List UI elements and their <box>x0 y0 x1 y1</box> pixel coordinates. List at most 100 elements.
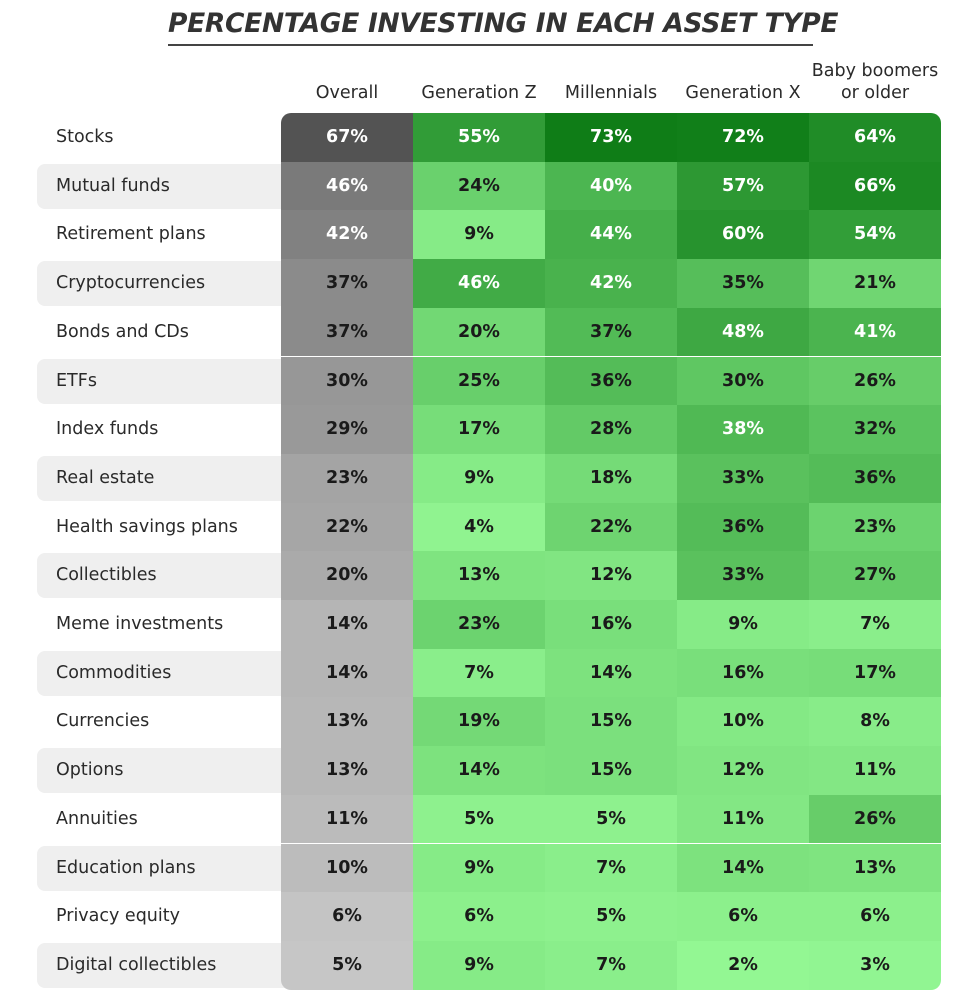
heatmap-cell: 6% <box>809 892 941 941</box>
heatmap-cell: 24% <box>413 161 545 211</box>
heatmap-cell: 5% <box>281 940 413 990</box>
heatmap-cell: 11% <box>281 794 413 844</box>
row-label-digital-collectibles: Digital collectibles <box>56 954 217 975</box>
heatmap-cell: 41% <box>809 307 941 357</box>
heatmap-cell: 12% <box>545 551 677 600</box>
column-header-generation-z: Generation Z <box>421 83 537 103</box>
heatmap-cell: 48% <box>677 307 809 357</box>
heatmap-cell: 13% <box>809 843 941 893</box>
row-label-collectibles: Collectibles <box>56 565 157 586</box>
row-label-privacy-equity: Privacy equity <box>56 906 180 927</box>
heatmap-cell: 18% <box>545 453 677 503</box>
heatmap-cell: 72% <box>677 113 809 162</box>
heatmap-cell: 20% <box>281 551 413 600</box>
heatmap-cell: 9% <box>677 600 809 649</box>
heatmap-cell: 7% <box>545 843 677 893</box>
heatmap-cell: 30% <box>281 356 413 406</box>
heatmap-cell: 28% <box>545 405 677 454</box>
heatmap-cell: 36% <box>677 502 809 552</box>
heatmap-cell: 16% <box>677 648 809 698</box>
row-label-cryptocurrencies: Cryptocurrencies <box>56 273 206 294</box>
heatmap-cell: 13% <box>281 697 413 747</box>
heatmap-cell: 10% <box>677 697 809 747</box>
heatmap-cell: 14% <box>545 648 677 698</box>
heatmap-cell: 25% <box>413 356 545 406</box>
heatmap-cell: 14% <box>413 746 545 795</box>
chart-title-container: PERCENTAGE INVESTING IN EACH ASSET TYPE <box>168 4 839 46</box>
heatmap-cell: 7% <box>413 648 545 698</box>
heatmap-cell: 6% <box>677 892 809 941</box>
heatmap-cell: 14% <box>677 843 809 893</box>
heatmap-cell: 15% <box>545 746 677 795</box>
row-label-mutual-funds: Mutual funds <box>56 175 170 196</box>
heatmap-cell: 19% <box>413 697 545 747</box>
heatmap-cell: 33% <box>677 551 809 600</box>
heatmap-cell: 23% <box>281 453 413 503</box>
heatmap-cell: 20% <box>413 307 545 357</box>
heatmap-cell: 38% <box>677 405 809 454</box>
heatmap-cell: 11% <box>677 794 809 844</box>
heatmap-cell: 4% <box>413 502 545 552</box>
heatmap-cell: 29% <box>281 405 413 454</box>
column-header-millennials: Millennials <box>564 83 658 103</box>
heatmap-cell: 22% <box>281 502 413 552</box>
heatmap-cell: 46% <box>413 259 545 308</box>
heatmap-cell: 9% <box>413 453 545 503</box>
column-header-overall: Overall <box>315 83 379 103</box>
heatmap-cell: 5% <box>545 892 677 941</box>
heatmap-cell: 23% <box>413 600 545 649</box>
heatmap-cell: 13% <box>413 551 545 600</box>
row-stripe <box>37 942 307 988</box>
row-label-currencies: Currencies <box>56 711 150 732</box>
row-label-annuities: Annuities <box>56 808 138 829</box>
heatmap-cell: 15% <box>545 697 677 747</box>
heatmap-cell: 33% <box>677 453 809 503</box>
heatmap-cell: 14% <box>281 648 413 698</box>
heatmap-cell: 7% <box>545 940 677 990</box>
heatmap-cell: 12% <box>677 746 809 795</box>
heatmap-cell: 67% <box>281 113 413 162</box>
heatmap-cell: 6% <box>281 892 413 941</box>
row-stripe <box>37 163 307 209</box>
row-stripe <box>37 261 307 307</box>
heatmap-cell: 37% <box>545 307 677 357</box>
heatmap-cell: 37% <box>281 259 413 308</box>
row-label-health-savings-plans: Health savings plans <box>56 516 238 537</box>
row-stripe <box>37 553 307 599</box>
heatmap-cell: 64% <box>809 113 941 162</box>
row-label-education-plans: Education plans <box>56 857 196 878</box>
row-stripe <box>37 845 307 891</box>
heatmap-cell: 22% <box>545 502 677 552</box>
heatmap-cell: 36% <box>545 356 677 406</box>
row-label-commodities: Commodities <box>56 662 172 683</box>
row-label-bonds-and-cds: Bonds and CDs <box>56 321 189 342</box>
row-label-stocks: Stocks <box>56 127 114 147</box>
heatmap-cell: 55% <box>413 113 545 162</box>
heatmap-cell: 6% <box>413 892 545 941</box>
heatmap-cell: 10% <box>281 843 413 893</box>
chart-title: PERCENTAGE INVESTING IN EACH ASSET TYPE <box>168 8 839 39</box>
heatmap-cell: 16% <box>545 600 677 649</box>
heatmap-cell: 27% <box>809 551 941 600</box>
heatmap-cell: 42% <box>281 210 413 260</box>
heatmap-cell: 26% <box>809 794 941 844</box>
row-label-options: Options <box>56 760 124 781</box>
heatmap-cell: 21% <box>809 259 941 308</box>
heatmap-grid: 67% 55% 73% 72% 64% 46% 24% 40% 57% 66% 42% 9% 44% 60… <box>281 113 941 990</box>
heatmap-cell: 7% <box>809 600 941 649</box>
row-label-retirement-plans: Retirement plans <box>56 224 206 245</box>
heatmap-cell: 9% <box>413 210 545 260</box>
heatmap-cell: 57% <box>677 161 809 211</box>
heatmap-cell: 37% <box>281 307 413 357</box>
heatmap-cell: 2% <box>677 940 809 990</box>
heatmap-cell: 11% <box>809 746 941 795</box>
heatmap-cell: 14% <box>281 600 413 649</box>
row-stripe <box>37 455 307 501</box>
column-header-generation-x: Generation X <box>685 83 801 103</box>
heatmap-cell: 9% <box>413 843 545 893</box>
heatmap-cell: 17% <box>809 648 941 698</box>
heatmap-cell: 5% <box>545 794 677 844</box>
heatmap-cell: 66% <box>809 161 941 211</box>
heatmap-cell: 46% <box>281 161 413 211</box>
